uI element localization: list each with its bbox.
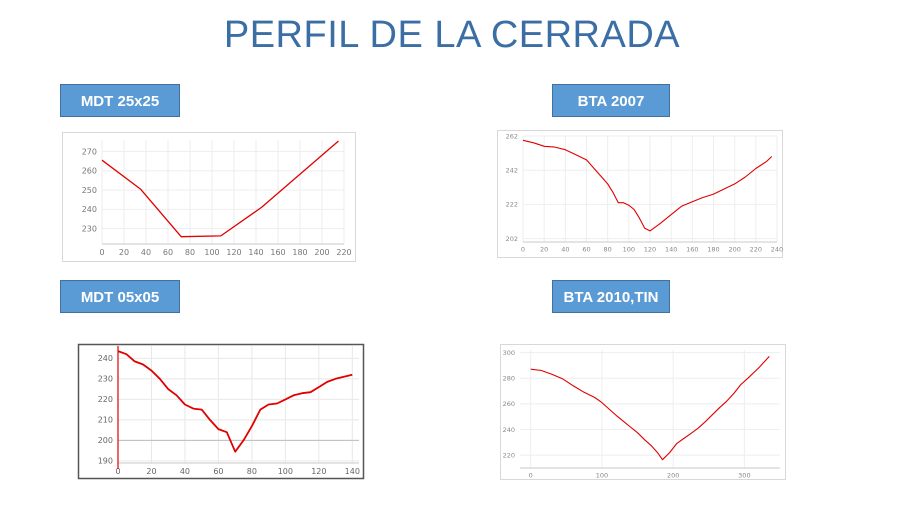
label-mdt-25x25: MDT 25x25 [60, 84, 180, 117]
y-tick-label: 220 [503, 451, 515, 459]
y-tick-label: 240 [503, 426, 515, 434]
y-tick-label: 220 [98, 395, 113, 404]
x-tick-label: 220 [750, 246, 762, 254]
y-tick-label: 300 [503, 349, 515, 357]
chart-bta-2007: 0 20 40 60 80 100 120 140 160 180 200 220 240 202 222 2… [497, 130, 783, 258]
x-tick-label: 60 [213, 467, 223, 476]
x-tick-label: 40 [141, 248, 151, 257]
x-tick-label: 240 [771, 246, 783, 254]
x-tick-label: 100 [278, 467, 293, 476]
y-tick-label: 280 [503, 374, 515, 382]
x-tick-label: 100 [623, 246, 635, 254]
x-tick-label: 200 [667, 472, 679, 480]
y-tick-label: 250 [82, 186, 97, 195]
x-tick-label: 0 [529, 472, 533, 480]
y-tick-label: 242 [506, 166, 518, 174]
x-tick-label: 220 [336, 248, 351, 257]
y-tick-label: 230 [98, 375, 113, 384]
series-line [522, 139, 773, 232]
x-tick-label: 160 [270, 248, 285, 257]
x-tick-label: 40 [180, 467, 190, 476]
x-tick-label: 180 [292, 248, 307, 257]
x-tick-label: 100 [204, 248, 219, 257]
chart-mdt-25x25: 0 20 40 60 80 100 120 140 160 180 200 220 230 240 250 2… [62, 132, 356, 262]
y-tick-label: 200 [98, 436, 113, 445]
label-bta-2010-tin: BTA 2010,TIN [552, 280, 670, 313]
chart-frame [62, 132, 356, 262]
chart-frame [500, 344, 786, 480]
y-tick-label: 230 [82, 224, 97, 233]
y-tick-label: 210 [98, 416, 113, 425]
x-tick-label: 120 [644, 246, 656, 254]
x-tick-label: 140 [345, 467, 360, 476]
x-tick-label: 200 [314, 248, 329, 257]
y-tick-label: 202 [506, 235, 518, 243]
page-title: PERFIL DE LA CERRADA [223, 14, 681, 56]
series-line [117, 350, 353, 453]
x-tick-label: 80 [185, 248, 195, 257]
y-tick-label: 240 [82, 205, 97, 214]
chart-frame [77, 343, 365, 480]
series-line [101, 140, 339, 238]
x-tick-label: 80 [247, 467, 257, 476]
x-tick-label: 140 [248, 248, 263, 257]
x-tick-label: 0 [99, 248, 104, 257]
x-tick-label: 180 [707, 246, 719, 254]
x-tick-label: 200 [728, 246, 740, 254]
x-tick-label: 100 [596, 472, 608, 480]
y-tick-label: 190 [98, 457, 113, 466]
x-tick-label: 20 [146, 467, 156, 476]
x-tick-label: 120 [226, 248, 241, 257]
chart-mdt-05x05: 0 20 40 60 80 100 120 140 190 200 210 220 230 240 [77, 343, 365, 480]
x-tick-label: 40 [561, 246, 569, 254]
x-tick-label: 20 [540, 246, 548, 254]
chart-bta-2010-tin: 0 100 200 300 220 240 260 280 300 [500, 344, 786, 480]
y-tick-label: 270 [82, 147, 97, 156]
y-tick-label: 240 [98, 354, 113, 363]
x-tick-label: 0 [115, 467, 120, 476]
x-tick-label: 160 [686, 246, 698, 254]
x-tick-label: 60 [582, 246, 590, 254]
y-tick-label: 260 [503, 400, 515, 408]
x-tick-label: 60 [163, 248, 173, 257]
x-tick-label: 0 [521, 246, 525, 254]
series-line [530, 356, 770, 461]
label-bta-2007: BTA 2007 [552, 84, 670, 117]
x-tick-label: 140 [665, 246, 677, 254]
y-tick-label: 222 [506, 201, 518, 209]
label-mdt-05x05: MDT 05x05 [60, 280, 180, 313]
y-tick-label: 260 [82, 167, 97, 176]
x-tick-label: 120 [311, 467, 326, 476]
x-tick-label: 300 [738, 472, 750, 480]
x-tick-label: 20 [119, 248, 129, 257]
y-tick-label: 262 [506, 132, 518, 140]
x-tick-label: 80 [604, 246, 612, 254]
